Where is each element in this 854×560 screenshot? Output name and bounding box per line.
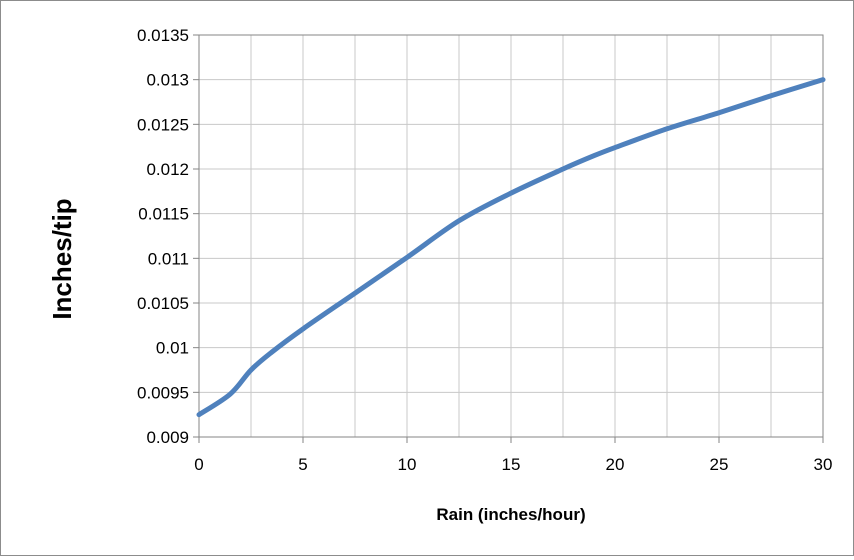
y-tick-label: 0.0105: [137, 294, 189, 313]
y-axis-ticks: 0.009 0.0095 0.01 0.0105 0.011 0.0115 0.012 0.0…: [137, 26, 199, 447]
series-line: [196, 77, 826, 418]
x-tick-label: 0: [194, 455, 203, 474]
series-group: [196, 77, 826, 418]
y-tick-label: 0.0115: [138, 205, 189, 224]
x-tick-label: 15: [502, 455, 521, 474]
y-tick-label: 0.011: [148, 249, 189, 268]
y-tick-label: 0.013: [146, 71, 189, 90]
x-axis-label: Rain (inches/hour): [436, 505, 585, 524]
y-tick-label: 0.0125: [137, 115, 189, 134]
y-tick-label: 0.0135: [137, 26, 189, 45]
x-axis-ticks: 0 5 10 15 20 25 30: [194, 437, 832, 474]
x-tick-label: 5: [298, 455, 307, 474]
x-tick-label: 30: [814, 455, 833, 474]
x-tick-label: 25: [710, 455, 729, 474]
y-tick-label: 0.01: [156, 339, 189, 358]
y-tick-label: 0.012: [146, 160, 189, 179]
y-tick-label: 0.0095: [137, 383, 189, 402]
y-tick-label: 0.009: [146, 428, 189, 447]
x-tick-label: 20: [606, 455, 625, 474]
grid: [199, 35, 823, 437]
y-axis-label: Inches/tip: [47, 198, 77, 319]
x-tick-label: 10: [398, 455, 417, 474]
